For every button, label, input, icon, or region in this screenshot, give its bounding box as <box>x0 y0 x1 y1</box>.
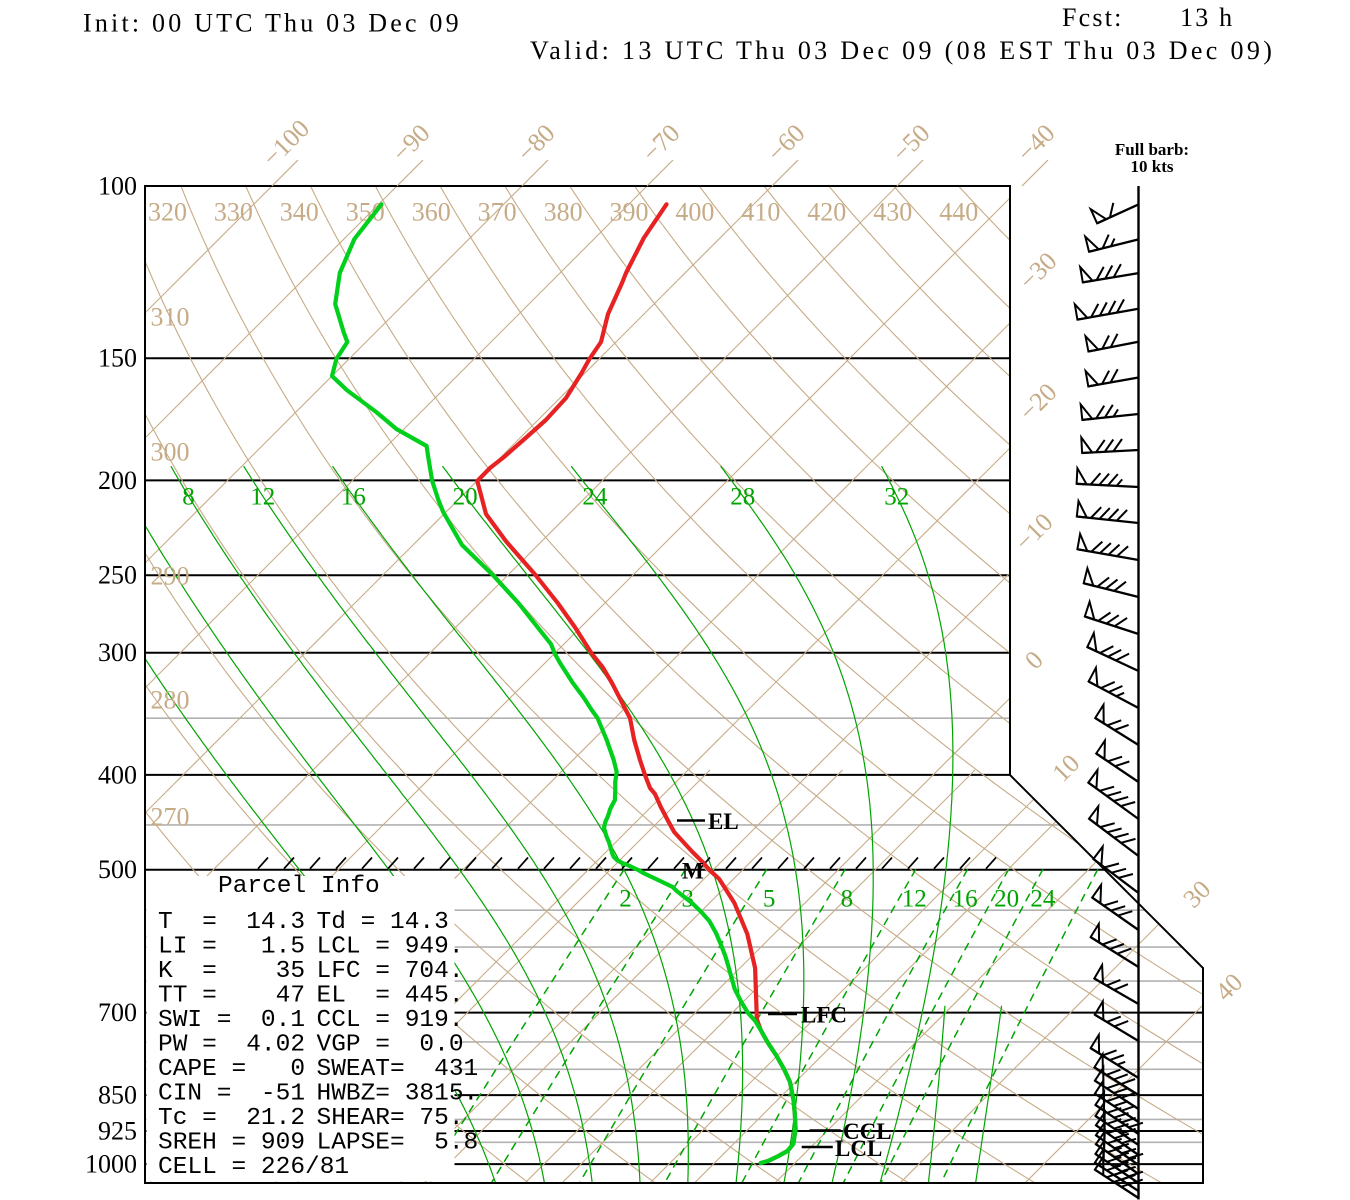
svg-text:340: 340 <box>280 198 319 227</box>
svg-text:300: 300 <box>151 438 190 467</box>
svg-text:16: 16 <box>953 885 978 912</box>
svg-text:Parcel Info: Parcel Info <box>218 873 380 900</box>
svg-text:32: 32 <box>884 484 909 511</box>
svg-text:400: 400 <box>675 198 714 227</box>
svg-text:12: 12 <box>902 885 927 912</box>
svg-text:LFC = 704.: LFC = 704. <box>317 958 464 985</box>
svg-text:8: 8 <box>841 885 854 912</box>
svg-text:2: 2 <box>619 885 632 912</box>
svg-text:CCL: CCL <box>843 1119 892 1144</box>
svg-text:VGP = 0.0: VGP = 0.0 <box>317 1032 464 1059</box>
svg-text:10 kts: 10 kts <box>1131 157 1174 176</box>
svg-text:420: 420 <box>807 198 846 227</box>
svg-text:Full barb:: Full barb: <box>1115 140 1189 159</box>
svg-text:400: 400 <box>98 760 137 789</box>
svg-text:280: 280 <box>151 686 190 715</box>
svg-text:24: 24 <box>582 484 608 511</box>
svg-text:440: 440 <box>939 198 978 227</box>
svg-text:28: 28 <box>730 484 755 511</box>
svg-text:CIN = -51: CIN = -51 <box>158 1081 305 1108</box>
svg-text:290: 290 <box>151 562 190 591</box>
svg-text:M: M <box>682 859 704 884</box>
svg-text:380: 380 <box>544 198 583 227</box>
svg-text:HWBZ= 3815.: HWBZ= 3815. <box>317 1081 479 1108</box>
svg-text:320: 320 <box>148 198 187 227</box>
svg-text:SHEAR= 75.: SHEAR= 75. <box>317 1105 464 1132</box>
svg-text:150: 150 <box>98 344 137 373</box>
svg-text:SWI = 0.1: SWI = 0.1 <box>158 1007 305 1034</box>
svg-text:LI = 1.5: LI = 1.5 <box>158 934 305 961</box>
svg-text:LAPSE= 5.8: LAPSE= 5.8 <box>317 1130 479 1157</box>
svg-text:16: 16 <box>341 484 366 511</box>
svg-text:20: 20 <box>453 484 478 511</box>
svg-text:270: 270 <box>151 803 190 832</box>
svg-text:850: 850 <box>98 1081 137 1110</box>
svg-text:1000: 1000 <box>85 1150 137 1179</box>
svg-text:13 h: 13 h <box>1180 3 1234 32</box>
svg-text:LCL = 949.: LCL = 949. <box>317 934 464 961</box>
svg-text:LCL: LCL <box>835 1136 882 1161</box>
svg-text:CCL = 919.: CCL = 919. <box>317 1007 464 1034</box>
svg-text:410: 410 <box>741 198 780 227</box>
svg-text:EL: EL <box>708 809 739 834</box>
svg-text:500: 500 <box>98 855 137 884</box>
svg-text:Init: 00 UTC Thu 03 Dec 09: Init: 00 UTC Thu 03 Dec 09 <box>83 9 462 38</box>
svg-text:390: 390 <box>610 198 649 227</box>
svg-text:EL = 445.: EL = 445. <box>317 983 464 1010</box>
svg-text:200: 200 <box>98 466 137 495</box>
svg-text:20: 20 <box>994 885 1019 912</box>
svg-text:SREH = 909: SREH = 909 <box>158 1130 305 1157</box>
svg-text:310: 310 <box>151 303 190 332</box>
svg-text:300: 300 <box>98 638 137 667</box>
svg-text:5: 5 <box>763 885 776 912</box>
svg-text:12: 12 <box>250 484 275 511</box>
svg-text:LFC: LFC <box>801 1003 847 1028</box>
svg-text:8: 8 <box>182 484 195 511</box>
svg-text:PW = 4.02: PW = 4.02 <box>158 1032 305 1059</box>
svg-text:360: 360 <box>412 198 451 227</box>
svg-text:330: 330 <box>214 198 253 227</box>
svg-text:430: 430 <box>873 198 912 227</box>
svg-text:CELL = 226/81: CELL = 226/81 <box>158 1154 349 1181</box>
svg-text:925: 925 <box>98 1117 137 1146</box>
svg-text:CAPE = 0: CAPE = 0 <box>158 1056 305 1083</box>
svg-text:K = 35: K = 35 <box>158 958 305 985</box>
svg-text:Td = 14.3: Td = 14.3 <box>317 909 449 936</box>
svg-text:100: 100 <box>98 172 137 201</box>
svg-text:370: 370 <box>478 198 517 227</box>
svg-text:24: 24 <box>1030 885 1056 912</box>
svg-text:T = 14.3: T = 14.3 <box>158 909 305 936</box>
svg-text:TT = 47: TT = 47 <box>158 983 305 1010</box>
svg-text:Valid: 13 UTC Thu 03 Dec 09 (0: Valid: 13 UTC Thu 03 Dec 09 (08 EST Thu … <box>530 36 1275 65</box>
svg-text:Fcst:: Fcst: <box>1062 3 1124 32</box>
svg-text:250: 250 <box>98 561 137 590</box>
svg-text:SWEAT= 431: SWEAT= 431 <box>317 1056 479 1083</box>
svg-text:Tc = 21.2: Tc = 21.2 <box>158 1105 305 1132</box>
svg-text:700: 700 <box>98 998 137 1027</box>
